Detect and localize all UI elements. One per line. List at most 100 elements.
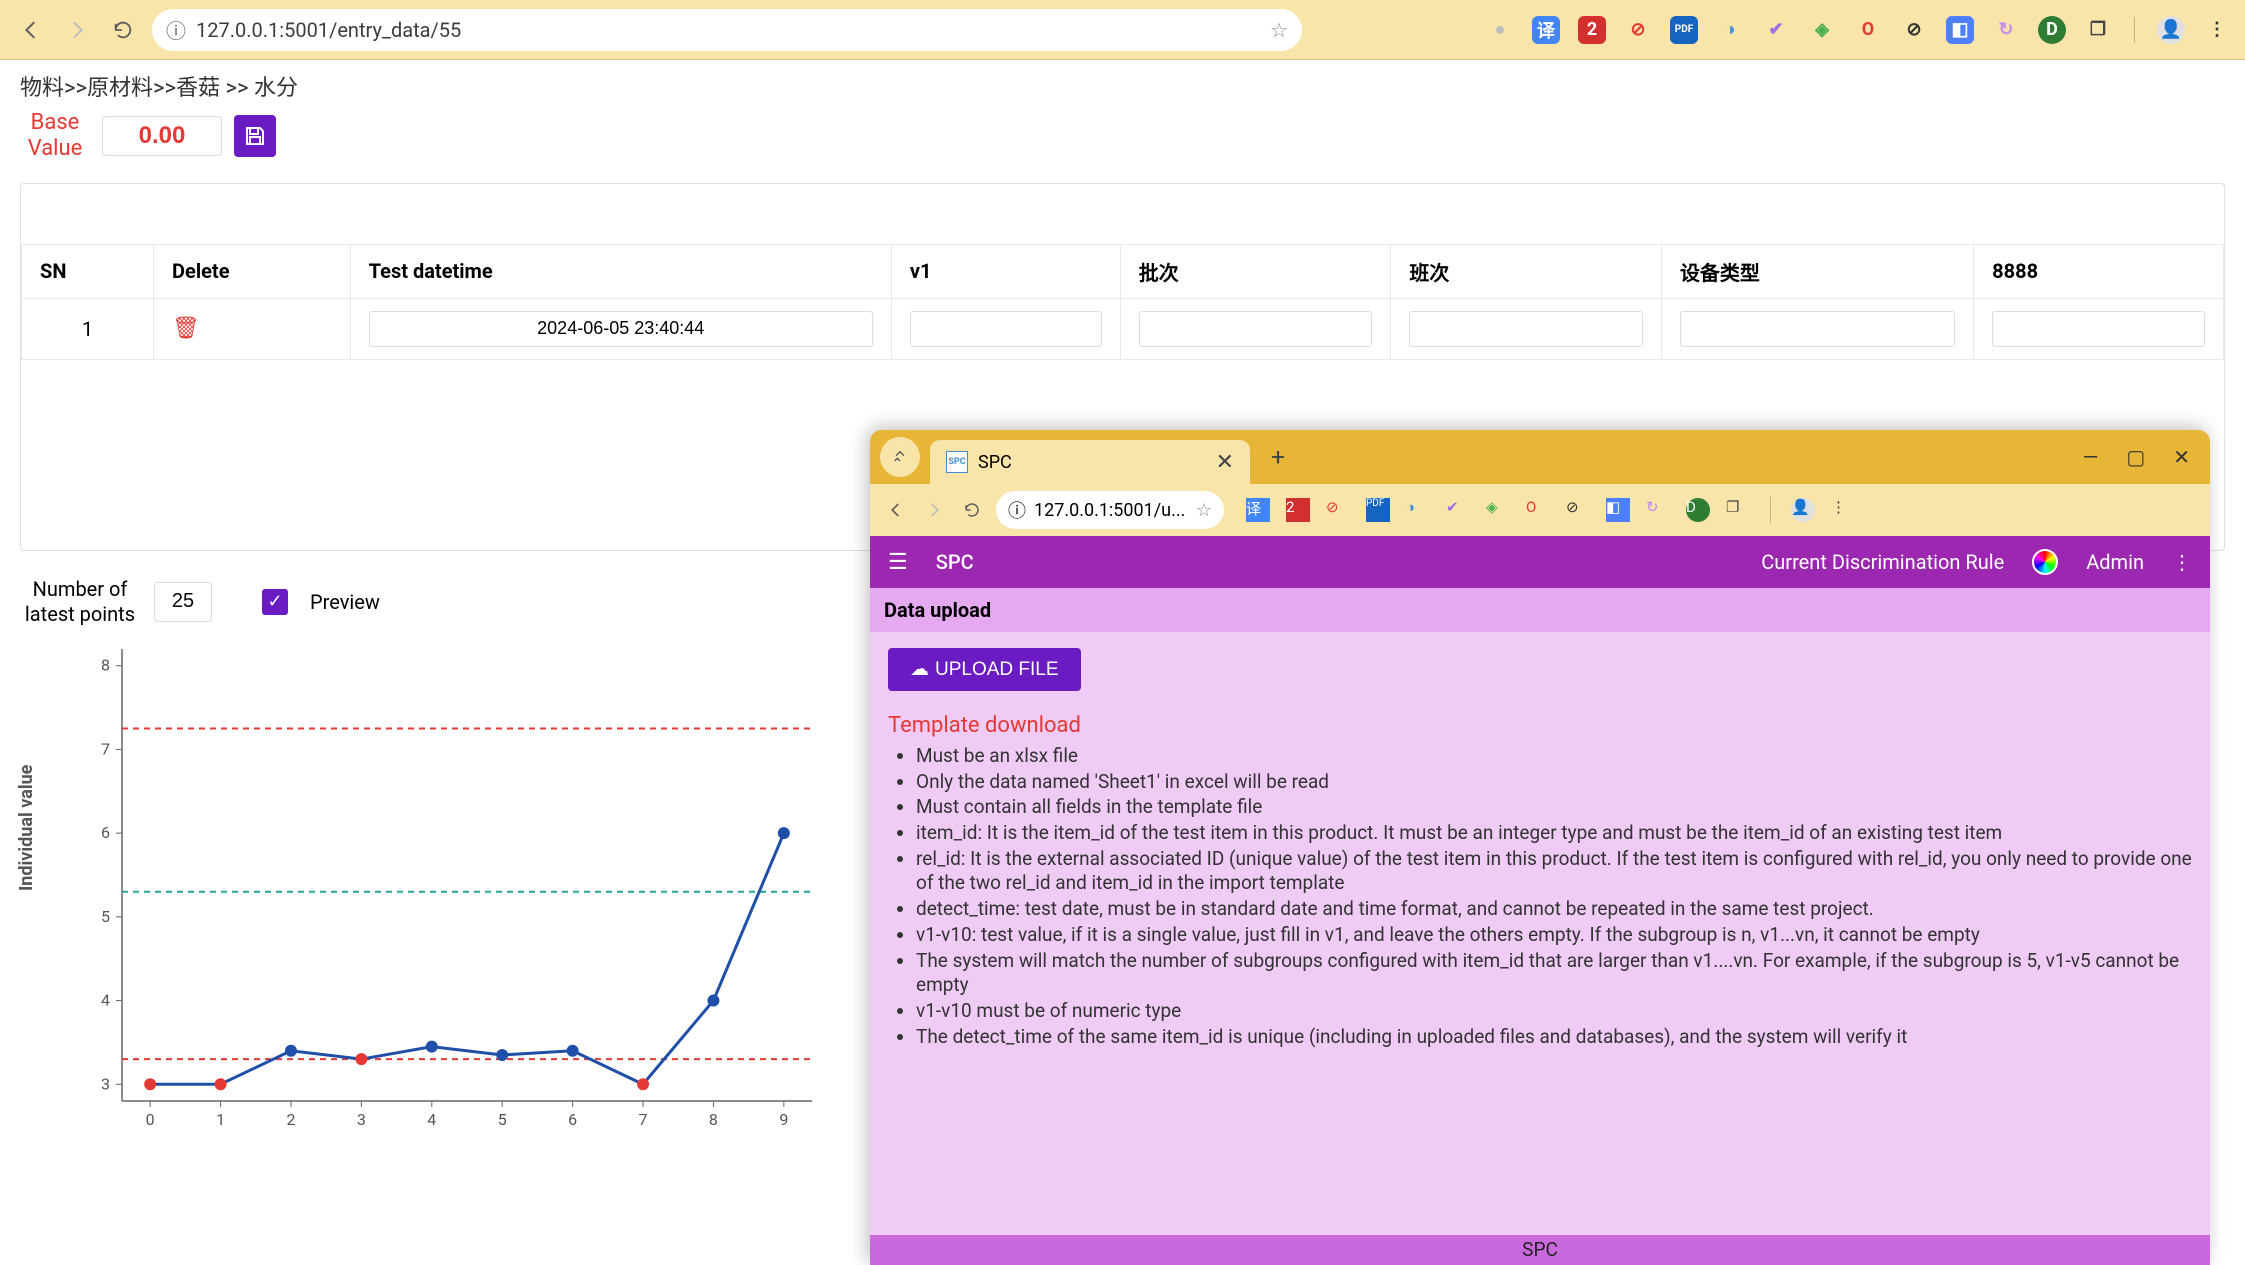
back-button[interactable] <box>14 13 48 47</box>
extension-icon[interactable]: ↻ <box>1646 498 1670 522</box>
extension-icon[interactable]: ❐ <box>1726 498 1750 522</box>
site-info-icon[interactable]: ⓘ <box>166 15 186 44</box>
extension-icons-2: 译2 ⊘ PDF ◑ ✔ ◈ O ⊘ ◧ ↻ D ❐ 👤 ⋮ <box>1246 497 1855 523</box>
extension-icon[interactable]: ⊘ <box>1900 16 1928 44</box>
url-text-2: 127.0.0.1:5001/u... <box>1034 500 1188 521</box>
reload-button-2[interactable] <box>958 496 986 524</box>
extension-icon[interactable]: ● <box>1486 16 1514 44</box>
profile-icon[interactable]: 👤 <box>2157 16 2185 44</box>
close-window-button[interactable]: ✕ <box>2173 445 2190 469</box>
datetime-input[interactable] <box>369 311 873 347</box>
column-header: Test datetime <box>350 244 891 298</box>
batch-input[interactable] <box>1139 311 1373 347</box>
base-value-input[interactable] <box>102 116 222 156</box>
extension-icon[interactable]: ◧ <box>1606 498 1630 522</box>
points-input[interactable] <box>154 582 212 622</box>
column-header: 班次 <box>1391 244 1662 298</box>
extension-icon[interactable]: D <box>2038 16 2066 44</box>
forward-button[interactable] <box>60 13 94 47</box>
points-label: Number of latest points <box>20 577 140 627</box>
address-bar[interactable]: ⓘ 127.0.0.1:5001/entry_data/55 ☆ <box>152 9 1302 51</box>
trash-icon[interactable]: 🗑 <box>172 316 200 341</box>
rule-link[interactable]: Current Discrimination Rule <box>1761 550 2004 574</box>
extension-icon[interactable]: 译 <box>1532 16 1560 44</box>
instruction-item: detect_time: test date, must be in stand… <box>916 897 2192 922</box>
column-header: SN <box>22 244 154 298</box>
v1-input[interactable] <box>910 311 1102 347</box>
tab[interactable]: SPC SPC ✕ <box>930 440 1250 484</box>
extension-icon[interactable]: O <box>1854 16 1882 44</box>
menu-icon[interactable]: ☰ <box>888 550 908 575</box>
instruction-item: rel_id: It is the external associated ID… <box>916 847 2192 896</box>
app-header: ☰ SPC Current Discrimination Rule Admin … <box>870 536 2210 588</box>
section-header: Data upload <box>870 588 2210 632</box>
shift-input[interactable] <box>1409 311 1643 347</box>
svg-text:7: 7 <box>639 1110 648 1129</box>
extension-icon[interactable]: ⊘ <box>1326 498 1350 522</box>
app-title: SPC <box>936 550 974 574</box>
extension-icon[interactable]: 译 <box>1246 498 1270 522</box>
data-table: SNDeleteTest datetimev1批次班次设备类型8888 1 🗑 <box>21 244 2224 360</box>
extension-icon[interactable]: ◑ <box>1406 498 1430 522</box>
instruction-item: The detect_time of the same item_id is u… <box>916 1025 2192 1050</box>
kebab-icon[interactable]: ⋮ <box>2172 550 2192 574</box>
extension-icon[interactable]: ⊘ <box>1624 16 1652 44</box>
breadcrumb[interactable]: 物料>>原材料>>香菇 >> 水分 <box>20 70 2225 102</box>
extension-icon[interactable]: ✔ <box>1446 498 1470 522</box>
upload-panel: Data upload ☁ UPLOAD FILE Template downl… <box>870 588 2210 1265</box>
maximize-button[interactable]: ▢ <box>2126 445 2145 469</box>
extension-icon[interactable]: ❐ <box>2084 16 2112 44</box>
delete-cell[interactable]: 🗑 <box>154 298 351 359</box>
site-info-icon-2[interactable]: ⓘ <box>1008 497 1026 523</box>
reload-button[interactable] <box>106 13 140 47</box>
svg-text:5: 5 <box>498 1110 507 1129</box>
preview-label: Preview <box>310 590 380 614</box>
extension-icon[interactable]: ◑ <box>1716 16 1744 44</box>
extension-icon[interactable]: ◈ <box>1808 16 1836 44</box>
tab-close-icon[interactable]: ✕ <box>1216 450 1234 475</box>
minimize-button[interactable]: — <box>2083 445 2099 469</box>
extension-icon[interactable]: 2 <box>1578 16 1606 44</box>
column-header: Delete <box>154 244 351 298</box>
favicon-icon: SPC <box>946 451 968 473</box>
back-button-2[interactable] <box>882 496 910 524</box>
extension-icon[interactable]: PDF <box>1670 16 1698 44</box>
profile-icon-2[interactable]: 👤 <box>1791 498 1815 522</box>
svg-text:4: 4 <box>427 1110 436 1129</box>
template-download-link[interactable]: Template download <box>888 713 2192 738</box>
tab-bar: SPC SPC ✕ + — ▢ ✕ <box>870 430 2210 484</box>
col8888-input[interactable] <box>1992 311 2205 347</box>
star-icon-2[interactable]: ☆ <box>1196 500 1212 521</box>
extension-icon[interactable]: ◈ <box>1486 498 1510 522</box>
instruction-item: Must contain all fields in the template … <box>916 795 2192 820</box>
new-tab-button[interactable]: + <box>1260 439 1296 475</box>
instruction-item: Must be an xlsx file <box>916 744 2192 769</box>
star-icon[interactable]: ☆ <box>1270 18 1288 42</box>
save-button[interactable] <box>234 115 276 157</box>
extension-icon[interactable]: ⊘ <box>1566 498 1590 522</box>
svg-text:3: 3 <box>357 1110 366 1129</box>
svg-text:5: 5 <box>101 907 110 926</box>
svg-text:8: 8 <box>709 1110 718 1129</box>
browser-menu-icon-2[interactable]: ⋮ <box>1831 498 1855 522</box>
forward-button-2[interactable] <box>920 496 948 524</box>
extension-icon[interactable]: ↻ <box>1992 16 2020 44</box>
extension-icon[interactable]: ◧ <box>1946 16 1974 44</box>
svg-text:1: 1 <box>216 1110 225 1129</box>
instruction-item: Only the data named 'Sheet1' in excel wi… <box>916 770 2192 795</box>
extension-icon[interactable]: 2 <box>1286 498 1310 522</box>
svg-text:7: 7 <box>101 739 110 758</box>
extension-icon[interactable]: PDF <box>1366 498 1390 522</box>
tab-search-button[interactable] <box>880 437 920 477</box>
extension-icon[interactable]: ✔ <box>1762 16 1790 44</box>
instruction-item: v1-v10: test value, if it is a single va… <box>916 923 2192 948</box>
extension-icon[interactable]: O <box>1526 498 1550 522</box>
upload-file-button[interactable]: ☁ UPLOAD FILE <box>888 648 1081 691</box>
palette-icon[interactable] <box>2032 549 2058 575</box>
address-bar-2[interactable]: ⓘ 127.0.0.1:5001/u... ☆ <box>996 491 1224 529</box>
admin-label[interactable]: Admin <box>2086 550 2144 574</box>
device-input[interactable] <box>1680 311 1955 347</box>
browser-menu-icon[interactable]: ⋮ <box>2203 16 2231 44</box>
preview-checkbox[interactable]: ✓ <box>262 589 288 615</box>
extension-icon[interactable]: D <box>1686 498 1710 522</box>
